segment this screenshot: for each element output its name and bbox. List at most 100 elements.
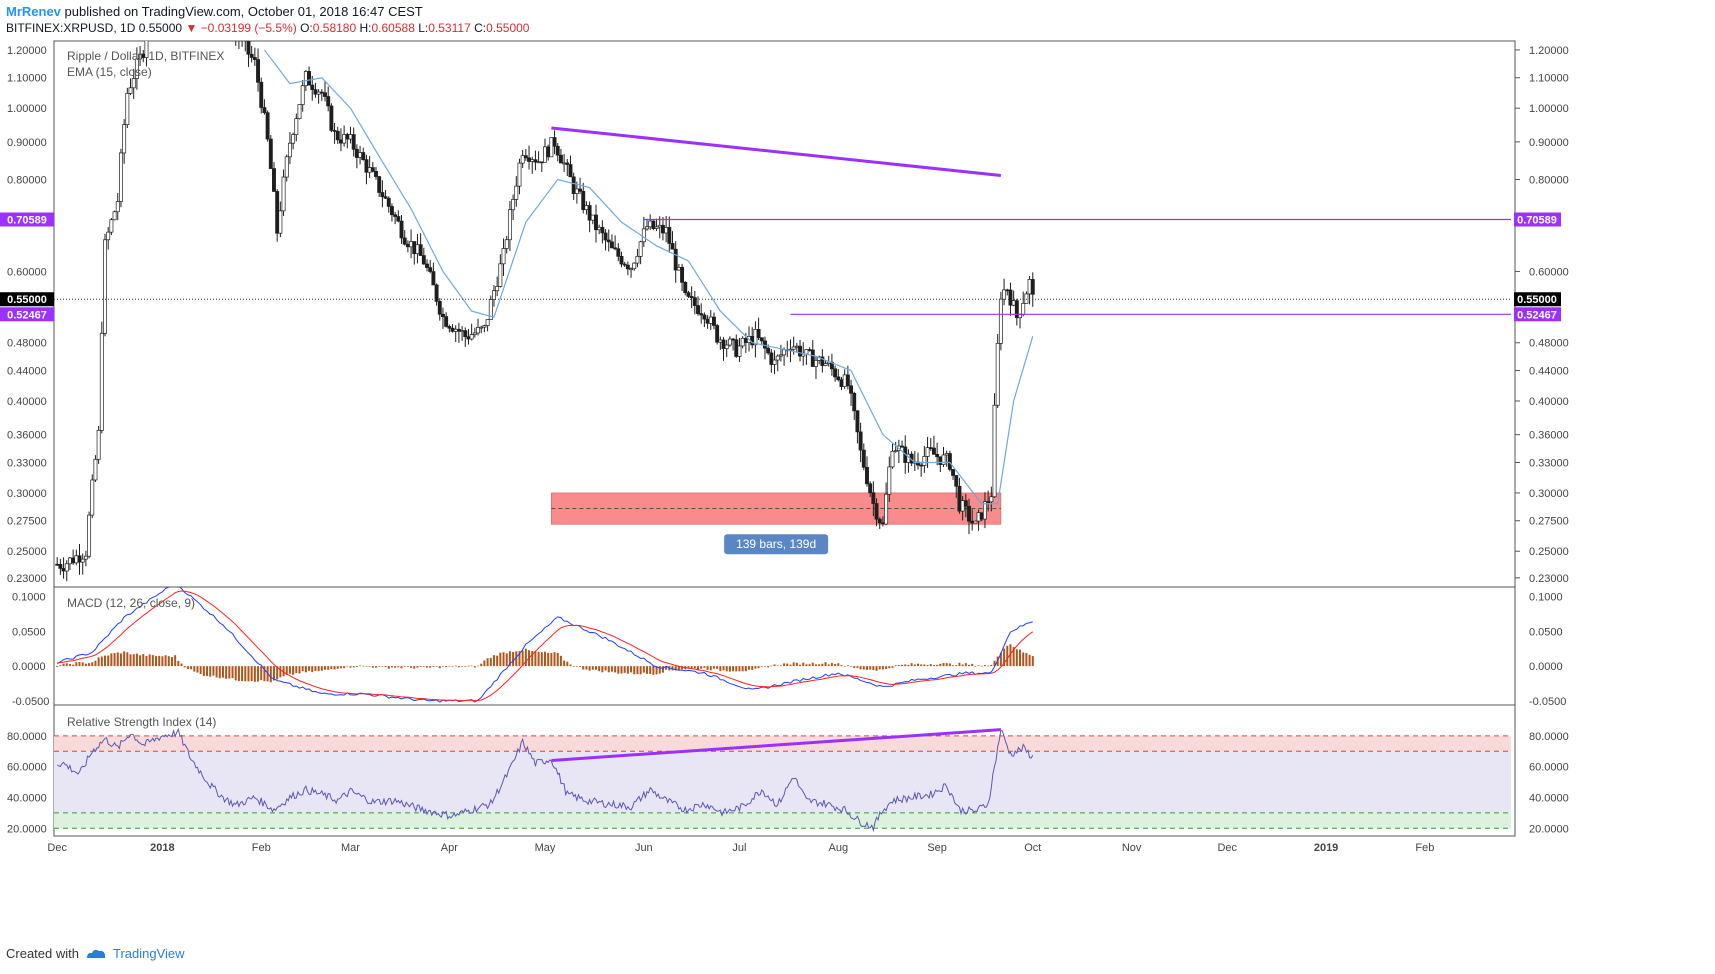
candle-body [418,244,423,256]
macd-histogram-bar [244,666,247,682]
candle-body [842,374,847,387]
macd-histogram-bar [422,666,425,667]
macd-histogram-bar [221,666,224,678]
candle-body [619,255,624,265]
candle-body [995,343,1000,406]
macd-histogram-bar [438,666,441,669]
macd-histogram-bar [633,666,636,675]
macd-histogram-bar [665,666,668,670]
candle-body [689,296,694,299]
macd-histogram-bar [225,666,228,679]
macd-histogram-bar [339,666,342,669]
candle-body [456,328,461,332]
candle-body [552,137,557,147]
candle-body [986,501,991,504]
candle-body [759,337,764,342]
macd-histogram-bar [362,665,365,667]
candle-body [581,190,586,210]
candle-body [231,29,234,30]
candle-body [641,228,646,243]
candle-body [294,118,299,136]
price-tick-left: 0.27500 [7,516,47,528]
macd-histogram-bar [406,666,409,667]
macd-histogram-bar [97,657,100,667]
macd-histogram-bar [441,666,444,667]
macd-histogram-bar [129,654,132,667]
macd-histogram-bar [821,663,824,667]
macd-histogram-bar [853,666,856,669]
candle-body [144,41,149,58]
macd-histogram-bar [170,657,173,667]
resistance-trendline [551,126,1002,178]
range-label: 139 bars, 139d [736,537,816,551]
candle-body [951,469,956,476]
author-link[interactable]: MrRenev [6,4,61,19]
macd-histogram-bar [952,665,955,667]
candle-body [753,328,758,346]
candle-body [571,176,576,194]
macd-histogram-bar [145,656,148,667]
macd-histogram-bar [269,666,272,683]
macd-histogram-bar [378,666,381,667]
price-tick-right: 1.10000 [1529,73,1569,85]
macd-histogram-bar [183,666,186,668]
candle-body [338,139,343,144]
candle-body [345,134,350,140]
price-tick-right: 0.60000 [1529,266,1569,278]
macd-histogram-bar [846,665,849,667]
candle-body [244,39,247,41]
macd-histogram-bar [942,663,945,667]
candle-body [814,359,818,367]
candle-body [99,332,104,431]
price-tick-left: 1.10000 [7,73,47,85]
candle-body [393,214,398,217]
macd-histogram-bar [814,664,817,667]
candle-body [763,340,767,349]
macd-histogram-bar [432,666,435,667]
macd-histogram-bar [343,666,346,669]
rsi-oversold-band [54,812,1511,829]
macd-histogram-bar [206,666,209,677]
macd-histogram-bar [748,666,751,670]
candle-body [546,146,551,158]
candle-body [249,53,254,58]
macd-histogram-bar [550,652,553,667]
candle-body [724,344,729,349]
candle-body [839,379,844,387]
candle-body [810,349,815,367]
candle-body [437,301,442,315]
macd-histogram-bar [610,666,613,672]
macd-histogram-bar [470,665,473,667]
candle-body [973,520,978,524]
rsi-mid-band [54,751,1511,813]
macd-histogram-bar [368,666,371,667]
macd-histogram-bar [776,665,779,667]
time-tick: Mar [341,842,360,854]
candle-body [434,284,439,302]
macd-histogram-bar [426,666,429,668]
macd-histogram-bar [521,650,524,667]
time-tick: Jun [635,842,653,854]
candle-body [234,29,237,34]
macd-histogram-bar [276,666,279,680]
macd-histogram-bar [859,666,862,670]
level-high-tag: 0.70589 [1517,214,1557,226]
footer: Created with TradingView [6,946,185,961]
macd-histogram-bar [56,666,59,668]
macd-histogram-bar [559,655,562,667]
level-mid-tag: 0.52467 [1517,309,1557,321]
candle-body [676,267,681,271]
candle-body [635,256,640,264]
candle-body [775,355,780,361]
macd-histogram-bar [671,666,674,671]
candle-body [533,159,538,163]
macd-histogram-bar [260,666,263,681]
candle-body [874,503,879,520]
macd-histogram-bar [1009,644,1012,667]
time-tick: Feb [1415,842,1434,854]
macd-histogram-bar [878,666,881,670]
tradingview-brand[interactable]: TradingView [112,946,185,961]
macd-histogram-bar [394,666,397,668]
macd-histogram-bar [687,666,690,669]
